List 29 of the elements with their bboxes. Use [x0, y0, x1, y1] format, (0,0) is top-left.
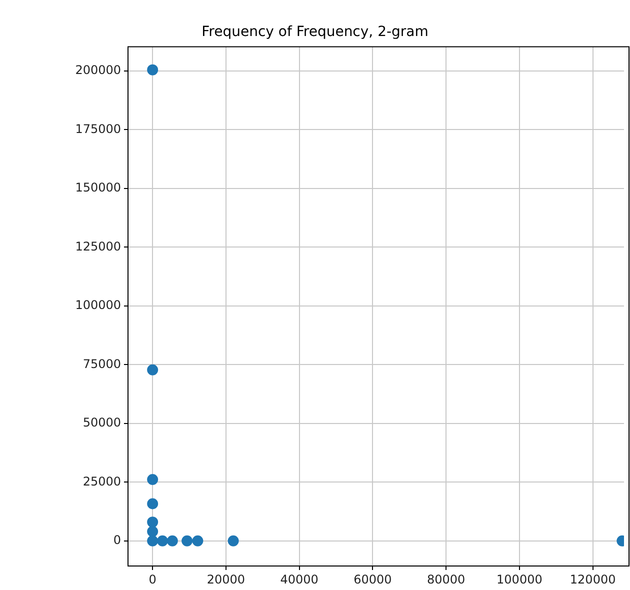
- x-tick-label: 60000: [354, 572, 392, 586]
- point: [147, 364, 158, 376]
- y-tick-label: 25000: [82, 474, 121, 488]
- x-tick-label: 0: [148, 572, 156, 586]
- y-tick-label: 175000: [75, 122, 121, 136]
- point: [147, 64, 158, 76]
- y-tick-label: 100000: [75, 298, 121, 312]
- point: [156, 535, 168, 546]
- x-tick-label: 80000: [426, 572, 466, 586]
- x-tick-label: 40000: [280, 572, 318, 586]
- chart-title: Frequency of Frequency, 2-gram: [202, 24, 428, 40]
- x-tick-label: 100000: [496, 572, 542, 586]
- y-tick-label: 50000: [82, 416, 121, 430]
- y-tick-label: 150000: [75, 180, 121, 195]
- x-tick-label: 120000: [570, 572, 616, 586]
- y-tick-label: 75000: [82, 356, 121, 371]
- point: [182, 535, 193, 546]
- point: [228, 535, 239, 546]
- point: [147, 526, 158, 537]
- point: [147, 474, 158, 486]
- y-tick-label: 200000: [75, 63, 121, 78]
- y-tick-label: 0: [113, 532, 121, 547]
- point: [147, 535, 158, 546]
- y-tick-label: 125000: [75, 239, 121, 254]
- point: [166, 535, 178, 546]
- point: [192, 535, 204, 546]
- point: [147, 516, 158, 528]
- x-tick-label: 20000: [206, 572, 246, 586]
- point: [147, 498, 158, 510]
